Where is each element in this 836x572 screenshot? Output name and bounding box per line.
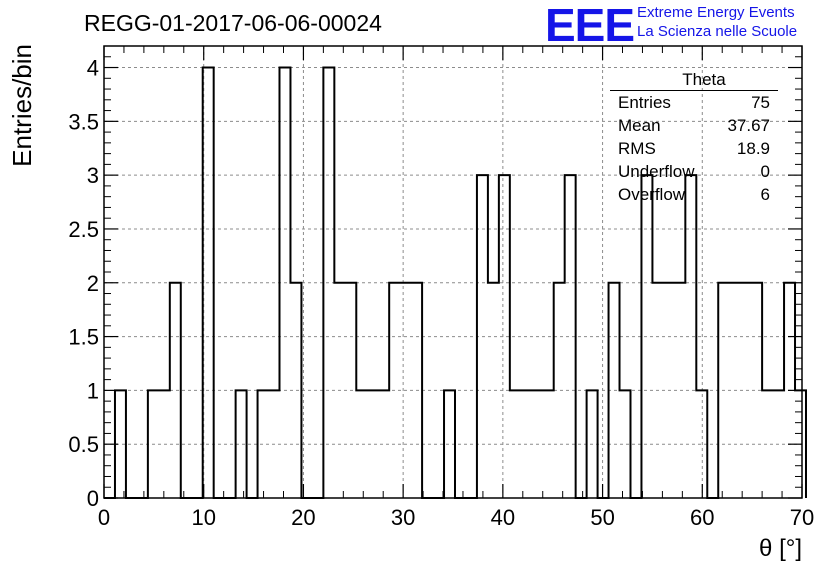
y-tick-label: 2 xyxy=(87,271,99,296)
x-tick-label: 70 xyxy=(790,505,814,530)
stats-row: RMS 18.9 xyxy=(610,137,778,160)
y-tick-label: 3 xyxy=(87,163,99,188)
y-tick-label: 2.5 xyxy=(68,217,99,242)
stats-label: Underflow xyxy=(618,162,695,181)
x-tick-label: 20 xyxy=(291,505,315,530)
y-axis-label: Entries/bin xyxy=(7,44,37,167)
chart-title: REGG-01-2017-06-06-00024 xyxy=(84,10,382,36)
stats-value: 18.9 xyxy=(736,139,770,158)
y-tick-label: 0.5 xyxy=(68,432,99,457)
stats-row: Overflow 6 xyxy=(610,183,778,206)
stats-label: Mean xyxy=(618,116,661,135)
stats-row: Underflow 0 xyxy=(610,160,778,183)
x-axis-label: θ [°] xyxy=(759,535,802,562)
x-tick-label: 30 xyxy=(391,505,415,530)
stats-value: 6 xyxy=(760,185,770,204)
stats-title: Theta xyxy=(610,70,778,91)
stats-row: Entries 75 xyxy=(610,91,778,114)
logo-caption-line1: Extreme Energy Events xyxy=(637,4,795,21)
stats-row: Mean 37.67 xyxy=(610,114,778,137)
x-tick-label: 40 xyxy=(491,505,515,530)
logo-caption: Extreme Energy Events La Scienza nelle S… xyxy=(637,3,797,41)
stats-value: 75 xyxy=(751,93,770,112)
x-tick-label: 50 xyxy=(590,505,614,530)
stats-value: 0 xyxy=(760,162,770,181)
y-tick-label: 1.5 xyxy=(68,325,99,350)
x-tick-label: 0 xyxy=(98,505,110,530)
y-tick-label: 3.5 xyxy=(68,109,99,134)
logo-caption-line2: La Scienza nelle Scuole xyxy=(637,23,798,40)
eee-logo: EEE xyxy=(545,0,635,51)
y-tick-label: 0 xyxy=(87,486,99,511)
stats-label: Overflow xyxy=(618,185,686,204)
y-tick-label: 4 xyxy=(87,56,99,81)
stats-value: 37.67 xyxy=(727,116,770,135)
stats-label: RMS xyxy=(618,139,656,158)
stats-label: Entries xyxy=(618,93,671,112)
y-tick-label: 1 xyxy=(87,378,99,403)
stats-box: Theta Entries 75 Mean 37.67 RMS 18.9 Und… xyxy=(610,70,778,206)
x-tick-label: 60 xyxy=(690,505,714,530)
x-tick-label: 10 xyxy=(191,505,215,530)
